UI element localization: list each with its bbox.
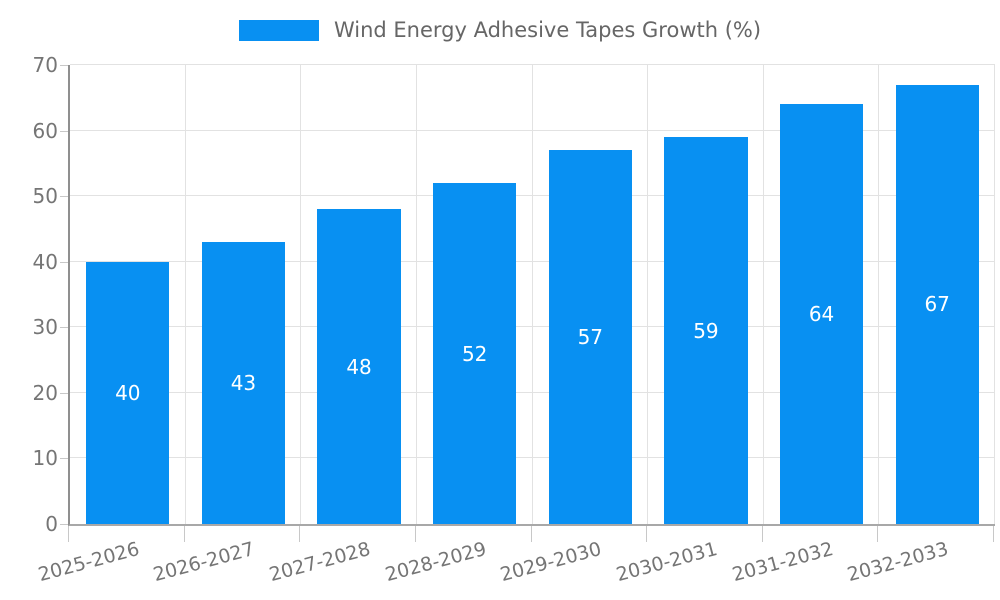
y-tick-mark (60, 65, 68, 66)
y-tick-mark (60, 130, 68, 132)
x-tick-label: 2029-2030 (498, 538, 605, 587)
y-tick-label: 60 (32, 118, 58, 143)
x-tick-mark (68, 526, 69, 542)
v-gridline (415, 65, 417, 524)
y-tick-mark (60, 524, 68, 525)
bar-value-label: 64 (808, 302, 835, 327)
x-tick-label: 2032-2033 (845, 538, 951, 587)
h-gridline (70, 195, 995, 197)
v-gridline (531, 65, 533, 524)
y-tick-mark (60, 261, 68, 263)
bar-2030-2031: 59 (664, 137, 748, 524)
x-tick-label: 2030-2031 (613, 538, 720, 587)
v-gridline (762, 65, 764, 524)
v-gridline (184, 65, 186, 524)
x-tick-mark (761, 526, 763, 542)
y-tick-mark (60, 392, 68, 394)
v-gridline (647, 65, 649, 524)
bar-value-label: 52 (461, 341, 488, 366)
x-tick-mark (414, 526, 416, 542)
x-tick-mark (877, 526, 879, 542)
v-gridline (994, 65, 995, 524)
h-gridline (70, 457, 995, 459)
legend-swatch (238, 19, 319, 41)
x-tick-label: 2025-2026 (35, 538, 142, 587)
y-tick-mark (60, 196, 68, 198)
h-gridline (70, 391, 995, 393)
y-tick-label: 20 (32, 380, 58, 405)
h-gridline (70, 260, 995, 262)
y-tick-label: 70 (32, 53, 58, 77)
y-tick-mark (60, 458, 68, 460)
x-tick-mark (183, 526, 185, 542)
bar-2028-2029: 52 (433, 183, 517, 524)
x-tick-mark (530, 526, 532, 542)
x-tick-label: 2031-2032 (729, 538, 836, 587)
bar-value-label: 40 (115, 380, 141, 405)
y-tick-label: 40 (32, 249, 58, 274)
legend: Wind Energy Adhesive Tapes Growth (%) (0, 18, 1000, 42)
h-gridline (70, 326, 995, 328)
x-tick-mark (993, 526, 994, 542)
x-tick-label: 2028-2029 (382, 538, 489, 587)
y-tick-mark (60, 327, 68, 329)
legend-label: Wind Energy Adhesive Tapes Growth (%) (333, 18, 762, 42)
x-tick-label: 2027-2028 (267, 538, 373, 587)
h-gridline (70, 64, 995, 65)
x-tick-mark (646, 526, 648, 542)
y-tick-label: 30 (32, 315, 58, 340)
plot-area: 40 43 48 52 57 59 64 67 (68, 64, 995, 526)
bar-2025-2026: 40 (86, 261, 170, 524)
bar-2026-2027: 43 (201, 242, 286, 524)
v-gridline (878, 65, 880, 524)
v-gridline (300, 65, 302, 524)
bar-value-label: 67 (924, 292, 950, 317)
bar-value-label: 43 (230, 371, 257, 396)
bar-2029-2030: 57 (548, 150, 632, 524)
bar-2031-2032: 64 (779, 104, 864, 524)
bar-value-label: 59 (693, 318, 719, 343)
bar-value-label: 57 (577, 325, 604, 350)
x-tick-mark (299, 526, 301, 542)
bar-2032-2033: 67 (895, 84, 979, 524)
h-gridline (70, 129, 995, 131)
y-tick-label: 0 (45, 512, 58, 536)
y-tick-label: 50 (32, 184, 58, 209)
bar-2027-2028: 48 (317, 209, 401, 524)
bar-value-label: 48 (346, 354, 372, 379)
x-tick-label: 2026-2027 (151, 538, 258, 587)
y-tick-label: 10 (32, 446, 58, 471)
